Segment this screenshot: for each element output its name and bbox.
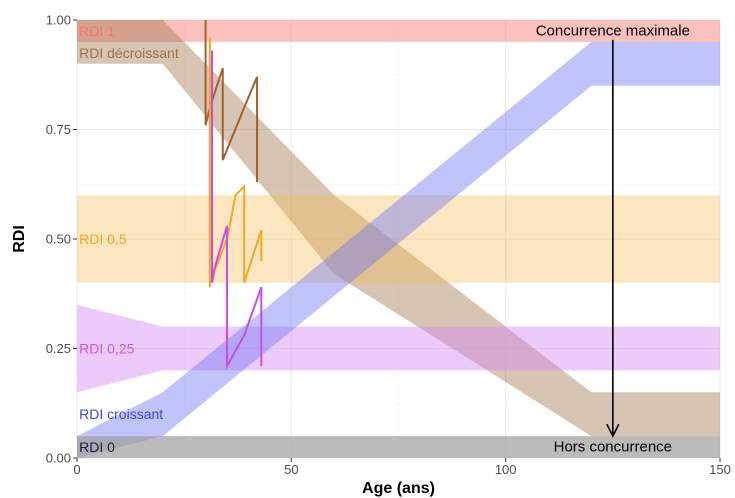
x-axis-title: Age (ans) [362,480,435,497]
band-label: RDI 0,5 [79,231,127,247]
band-label: RDI croissant [79,406,163,422]
band-ribbon [77,304,720,393]
annotation-text: Hors concurrence [554,439,672,456]
band-ribbon [77,195,720,283]
band-ribbon [77,41,720,459]
band-label: RDI 1 [79,23,115,39]
trajectory-line [211,50,263,370]
y-tick-label: 0.00 [46,451,71,466]
band-labels-layer: RDI 1 RDI décroissant RDI 0,5 RDI 0,25 RDI c… [79,23,179,455]
arrow-head [606,423,620,438]
band-label: RDI 0,25 [79,341,134,357]
band-ribbon [77,20,720,42]
y-tick-label: 0.75 [46,122,71,137]
axes-layer: 0 50 100 150 0.00 0.25 0.50 0.75 1.00 [46,13,731,478]
x-tick-label: 100 [495,462,517,477]
band-ribbon [77,436,720,458]
trajectory-line [204,20,259,183]
y-axis-title: RDI [11,225,28,253]
annotations-layer: Concurrence maximale Hors concurrence [536,22,690,455]
trajectories-layer [204,20,263,370]
arrow-layer [606,39,620,438]
x-tick-label: 0 [73,462,80,477]
y-tick-label: 0.50 [46,232,71,247]
x-tick-label: 50 [284,462,298,477]
trajectory-line [208,37,263,288]
band-label: RDI 0 [79,439,115,455]
band-label: RDI décroissant [79,45,179,61]
y-tick-label: 0.25 [46,341,71,356]
y-tick-label: 1.00 [46,13,71,28]
annotation-text: Concurrence maximale [536,22,690,39]
x-tick-label: 150 [709,462,731,477]
